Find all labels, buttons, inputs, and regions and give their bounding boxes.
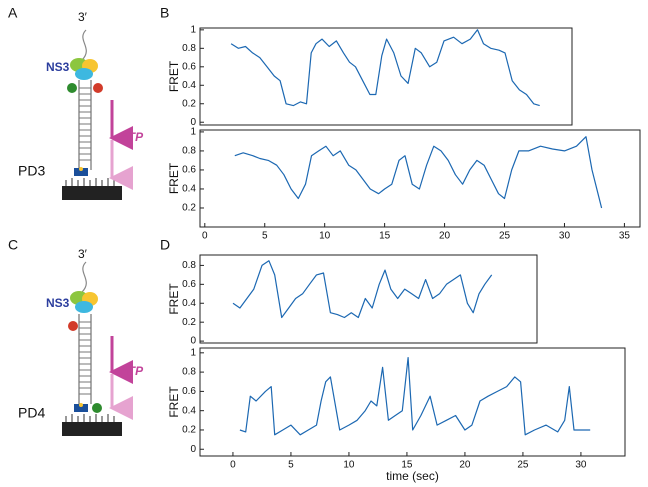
protein-label: NS3 bbox=[46, 296, 70, 310]
y-tick-label: 1 bbox=[190, 347, 196, 358]
y-tick-label: 0.4 bbox=[182, 405, 196, 416]
y-tick-label: 0.2 bbox=[182, 98, 196, 109]
panel-label: A bbox=[8, 5, 18, 21]
strand-end: 3′ bbox=[78, 247, 88, 261]
x-tick-label: 5 bbox=[288, 460, 294, 471]
x-tick-label: 15 bbox=[401, 460, 413, 471]
panel-label: B bbox=[160, 5, 169, 21]
x-tick-label: 0 bbox=[230, 460, 236, 471]
x-tick-label: 5 bbox=[262, 231, 268, 242]
plot-frame bbox=[199, 347, 626, 457]
y-axis-label: FRET bbox=[167, 60, 181, 92]
y-tick-label: 0.2 bbox=[182, 203, 196, 214]
construct-label: PD3 bbox=[18, 163, 45, 179]
construct-label: PD4 bbox=[18, 405, 45, 421]
y-tick-label: 0.8 bbox=[182, 146, 196, 157]
y-tick-label: 0 bbox=[190, 336, 196, 347]
y-axis-label: FRET bbox=[167, 162, 181, 194]
diagram-pd4 bbox=[62, 261, 133, 436]
atp-label: ATP bbox=[119, 130, 144, 144]
plot-frame bbox=[199, 254, 538, 344]
y-tick-label: 0.6 bbox=[182, 279, 196, 290]
x-tick-label: 30 bbox=[559, 231, 571, 242]
x-axis-label: time (sec) bbox=[386, 469, 439, 483]
y-tick-label: 0.6 bbox=[182, 61, 196, 72]
plot-frame bbox=[199, 129, 641, 228]
x-tick-label: 15 bbox=[379, 231, 391, 242]
x-tick-label: 25 bbox=[517, 460, 529, 471]
x-tick-label: 20 bbox=[439, 231, 451, 242]
y-tick-label: 0.2 bbox=[182, 317, 196, 328]
x-tick-label: 10 bbox=[343, 460, 355, 471]
x-tick-label: 25 bbox=[499, 231, 511, 242]
fret-trace bbox=[232, 260, 493, 319]
diagram-pd3 bbox=[62, 29, 133, 200]
x-tick-label: 30 bbox=[575, 460, 587, 471]
y-tick-label: 0.4 bbox=[182, 298, 196, 309]
y-tick-label: 1 bbox=[190, 127, 196, 138]
y-tick-label: 0 bbox=[190, 444, 196, 455]
y-tick-label: 0.4 bbox=[182, 184, 196, 195]
x-tick-label: 35 bbox=[619, 231, 631, 242]
y-tick-label: 0.8 bbox=[182, 367, 196, 378]
y-tick-label: 1 bbox=[190, 24, 196, 35]
y-tick-label: 0.8 bbox=[182, 260, 196, 271]
x-tick-label: 0 bbox=[202, 231, 208, 242]
plot-frame bbox=[199, 27, 573, 126]
fret-trace bbox=[230, 29, 540, 107]
protein-label: NS3 bbox=[46, 60, 70, 74]
x-tick-label: 20 bbox=[459, 460, 471, 471]
fret-trace bbox=[234, 136, 603, 209]
y-tick-label: 0.6 bbox=[182, 165, 196, 176]
y-tick-label: 0.4 bbox=[182, 80, 196, 91]
atp-label: ATP bbox=[119, 364, 144, 378]
panel-label: D bbox=[160, 237, 170, 253]
fret-trace bbox=[239, 357, 591, 436]
strand-end: 3′ bbox=[78, 10, 88, 24]
panel-label: C bbox=[8, 237, 18, 253]
y-tick-label: 0.6 bbox=[182, 386, 196, 397]
y-axis-label: FRET bbox=[167, 386, 181, 418]
y-tick-label: 0.8 bbox=[182, 43, 196, 54]
y-tick-label: 0 bbox=[190, 117, 196, 128]
x-tick-label: 10 bbox=[319, 231, 331, 242]
y-tick-label: 0.2 bbox=[182, 425, 196, 436]
y-axis-label: FRET bbox=[167, 283, 181, 315]
